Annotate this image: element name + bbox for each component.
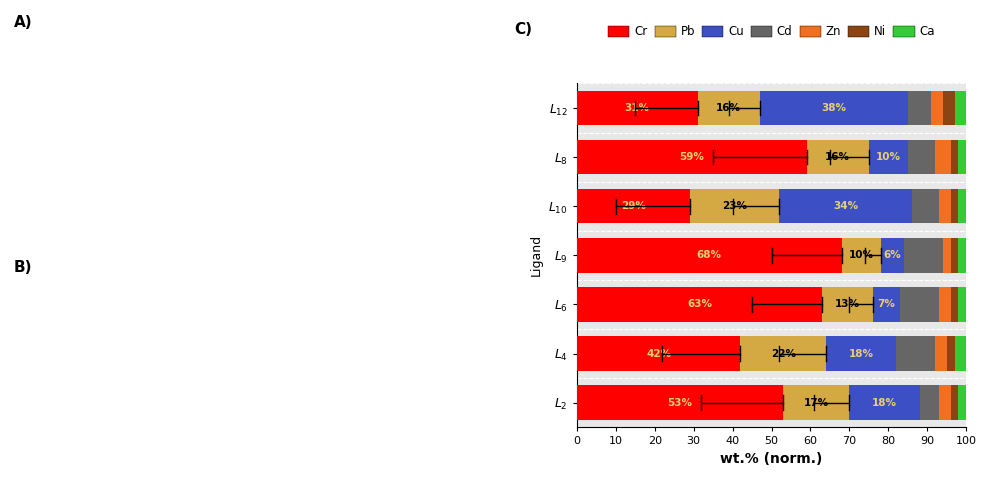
Bar xyxy=(943,91,954,125)
Legend: Cr, Pb, Cu, Cd, Zn, Ni, Ca: Cr, Pb, Cu, Cd, Zn, Ni, Ca xyxy=(603,21,940,43)
Bar xyxy=(958,385,966,420)
Bar xyxy=(697,91,760,125)
Bar xyxy=(958,238,966,273)
Bar xyxy=(577,189,690,223)
Bar xyxy=(880,238,904,273)
Text: 42%: 42% xyxy=(646,349,671,358)
Bar xyxy=(939,189,951,223)
Bar xyxy=(939,385,951,420)
Bar xyxy=(826,336,896,371)
Bar xyxy=(577,287,822,322)
Text: 68%: 68% xyxy=(697,250,722,260)
Bar xyxy=(951,287,958,322)
Bar xyxy=(577,238,842,273)
Bar xyxy=(920,385,939,420)
Bar xyxy=(690,189,779,223)
Bar xyxy=(954,336,966,371)
Bar xyxy=(943,238,951,273)
Bar xyxy=(577,91,697,125)
Bar xyxy=(951,385,958,420)
Text: 34%: 34% xyxy=(833,201,858,211)
Bar xyxy=(869,140,908,174)
Bar xyxy=(939,287,951,322)
Bar xyxy=(900,287,939,322)
Bar xyxy=(783,385,850,420)
Text: 17%: 17% xyxy=(804,398,829,408)
Bar xyxy=(740,336,826,371)
Bar xyxy=(908,140,935,174)
Bar xyxy=(577,140,807,174)
Bar xyxy=(577,385,783,420)
Text: 29%: 29% xyxy=(621,201,646,211)
Bar xyxy=(958,140,966,174)
Bar xyxy=(951,140,958,174)
Text: 16%: 16% xyxy=(825,152,850,162)
Bar xyxy=(822,287,873,322)
Text: 10%: 10% xyxy=(876,152,901,162)
Bar xyxy=(931,91,943,125)
Text: 22%: 22% xyxy=(771,349,796,358)
Text: 31%: 31% xyxy=(625,103,650,113)
Text: 10%: 10% xyxy=(849,250,874,260)
Text: 18%: 18% xyxy=(872,398,897,408)
Bar xyxy=(842,238,880,273)
Text: 6%: 6% xyxy=(883,250,901,260)
Bar xyxy=(849,385,920,420)
Text: 59%: 59% xyxy=(679,152,704,162)
Text: A): A) xyxy=(14,15,33,30)
Bar xyxy=(935,336,947,371)
Bar xyxy=(896,336,935,371)
Text: 16%: 16% xyxy=(716,103,741,113)
Text: 53%: 53% xyxy=(668,398,692,408)
Y-axis label: Ligand: Ligand xyxy=(529,234,542,276)
Text: 63%: 63% xyxy=(687,300,712,309)
Text: 13%: 13% xyxy=(835,300,860,309)
Bar xyxy=(935,140,951,174)
Text: 18%: 18% xyxy=(849,349,874,358)
Bar xyxy=(912,189,939,223)
Text: 23%: 23% xyxy=(722,201,747,211)
Bar xyxy=(947,336,954,371)
Text: C): C) xyxy=(515,22,532,37)
Bar xyxy=(904,238,943,273)
Bar xyxy=(954,91,966,125)
Text: 38%: 38% xyxy=(821,103,846,113)
Bar xyxy=(760,91,908,125)
Bar xyxy=(577,336,740,371)
Text: B): B) xyxy=(14,260,32,275)
X-axis label: wt.% (norm.): wt.% (norm.) xyxy=(721,452,822,466)
Bar xyxy=(908,91,931,125)
Text: 7%: 7% xyxy=(878,300,895,309)
Bar xyxy=(958,287,966,322)
Bar xyxy=(779,189,912,223)
Bar xyxy=(958,189,966,223)
Bar xyxy=(951,189,958,223)
Bar xyxy=(951,238,958,273)
Bar xyxy=(807,140,869,174)
Bar xyxy=(873,287,900,322)
